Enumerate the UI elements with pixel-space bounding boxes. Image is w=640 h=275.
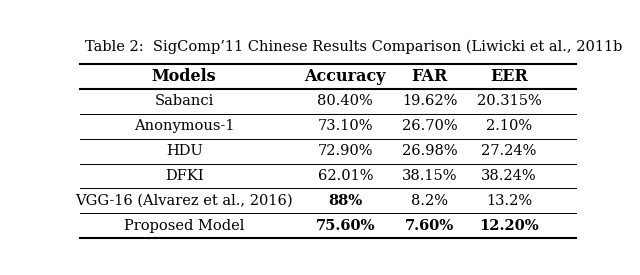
Text: FAR: FAR (412, 68, 448, 85)
Text: DFKI: DFKI (165, 169, 204, 183)
Text: 75.60%: 75.60% (316, 219, 375, 233)
Text: 26.98%: 26.98% (402, 144, 458, 158)
Text: 12.20%: 12.20% (479, 219, 539, 233)
Text: 8.2%: 8.2% (411, 194, 448, 208)
Text: Models: Models (152, 68, 216, 85)
Text: 38.15%: 38.15% (402, 169, 458, 183)
Text: 19.62%: 19.62% (402, 94, 458, 108)
Text: Table 2:  SigComp’11 Chinese Results Comparison (Liwicki et al., 2011b: Table 2: SigComp’11 Chinese Results Comp… (85, 39, 622, 54)
Text: HDU: HDU (166, 144, 202, 158)
Text: Sabanci: Sabanci (154, 94, 214, 108)
Text: 38.24%: 38.24% (481, 169, 537, 183)
Text: 13.2%: 13.2% (486, 194, 532, 208)
Text: VGG-16 (Alvarez et al., 2016): VGG-16 (Alvarez et al., 2016) (76, 194, 293, 208)
Text: 88%: 88% (328, 194, 362, 208)
Text: 7.60%: 7.60% (405, 219, 454, 233)
Text: EER: EER (490, 68, 528, 85)
Text: 27.24%: 27.24% (481, 144, 537, 158)
Text: 26.70%: 26.70% (402, 119, 458, 133)
Text: 20.315%: 20.315% (477, 94, 541, 108)
Text: 80.40%: 80.40% (317, 94, 373, 108)
Text: Proposed Model: Proposed Model (124, 219, 244, 233)
Text: Accuracy: Accuracy (305, 68, 386, 85)
Text: Anonymous-1: Anonymous-1 (134, 119, 234, 133)
Text: 73.10%: 73.10% (317, 119, 373, 133)
Text: 62.01%: 62.01% (317, 169, 373, 183)
Text: 2.10%: 2.10% (486, 119, 532, 133)
Text: 72.90%: 72.90% (317, 144, 373, 158)
